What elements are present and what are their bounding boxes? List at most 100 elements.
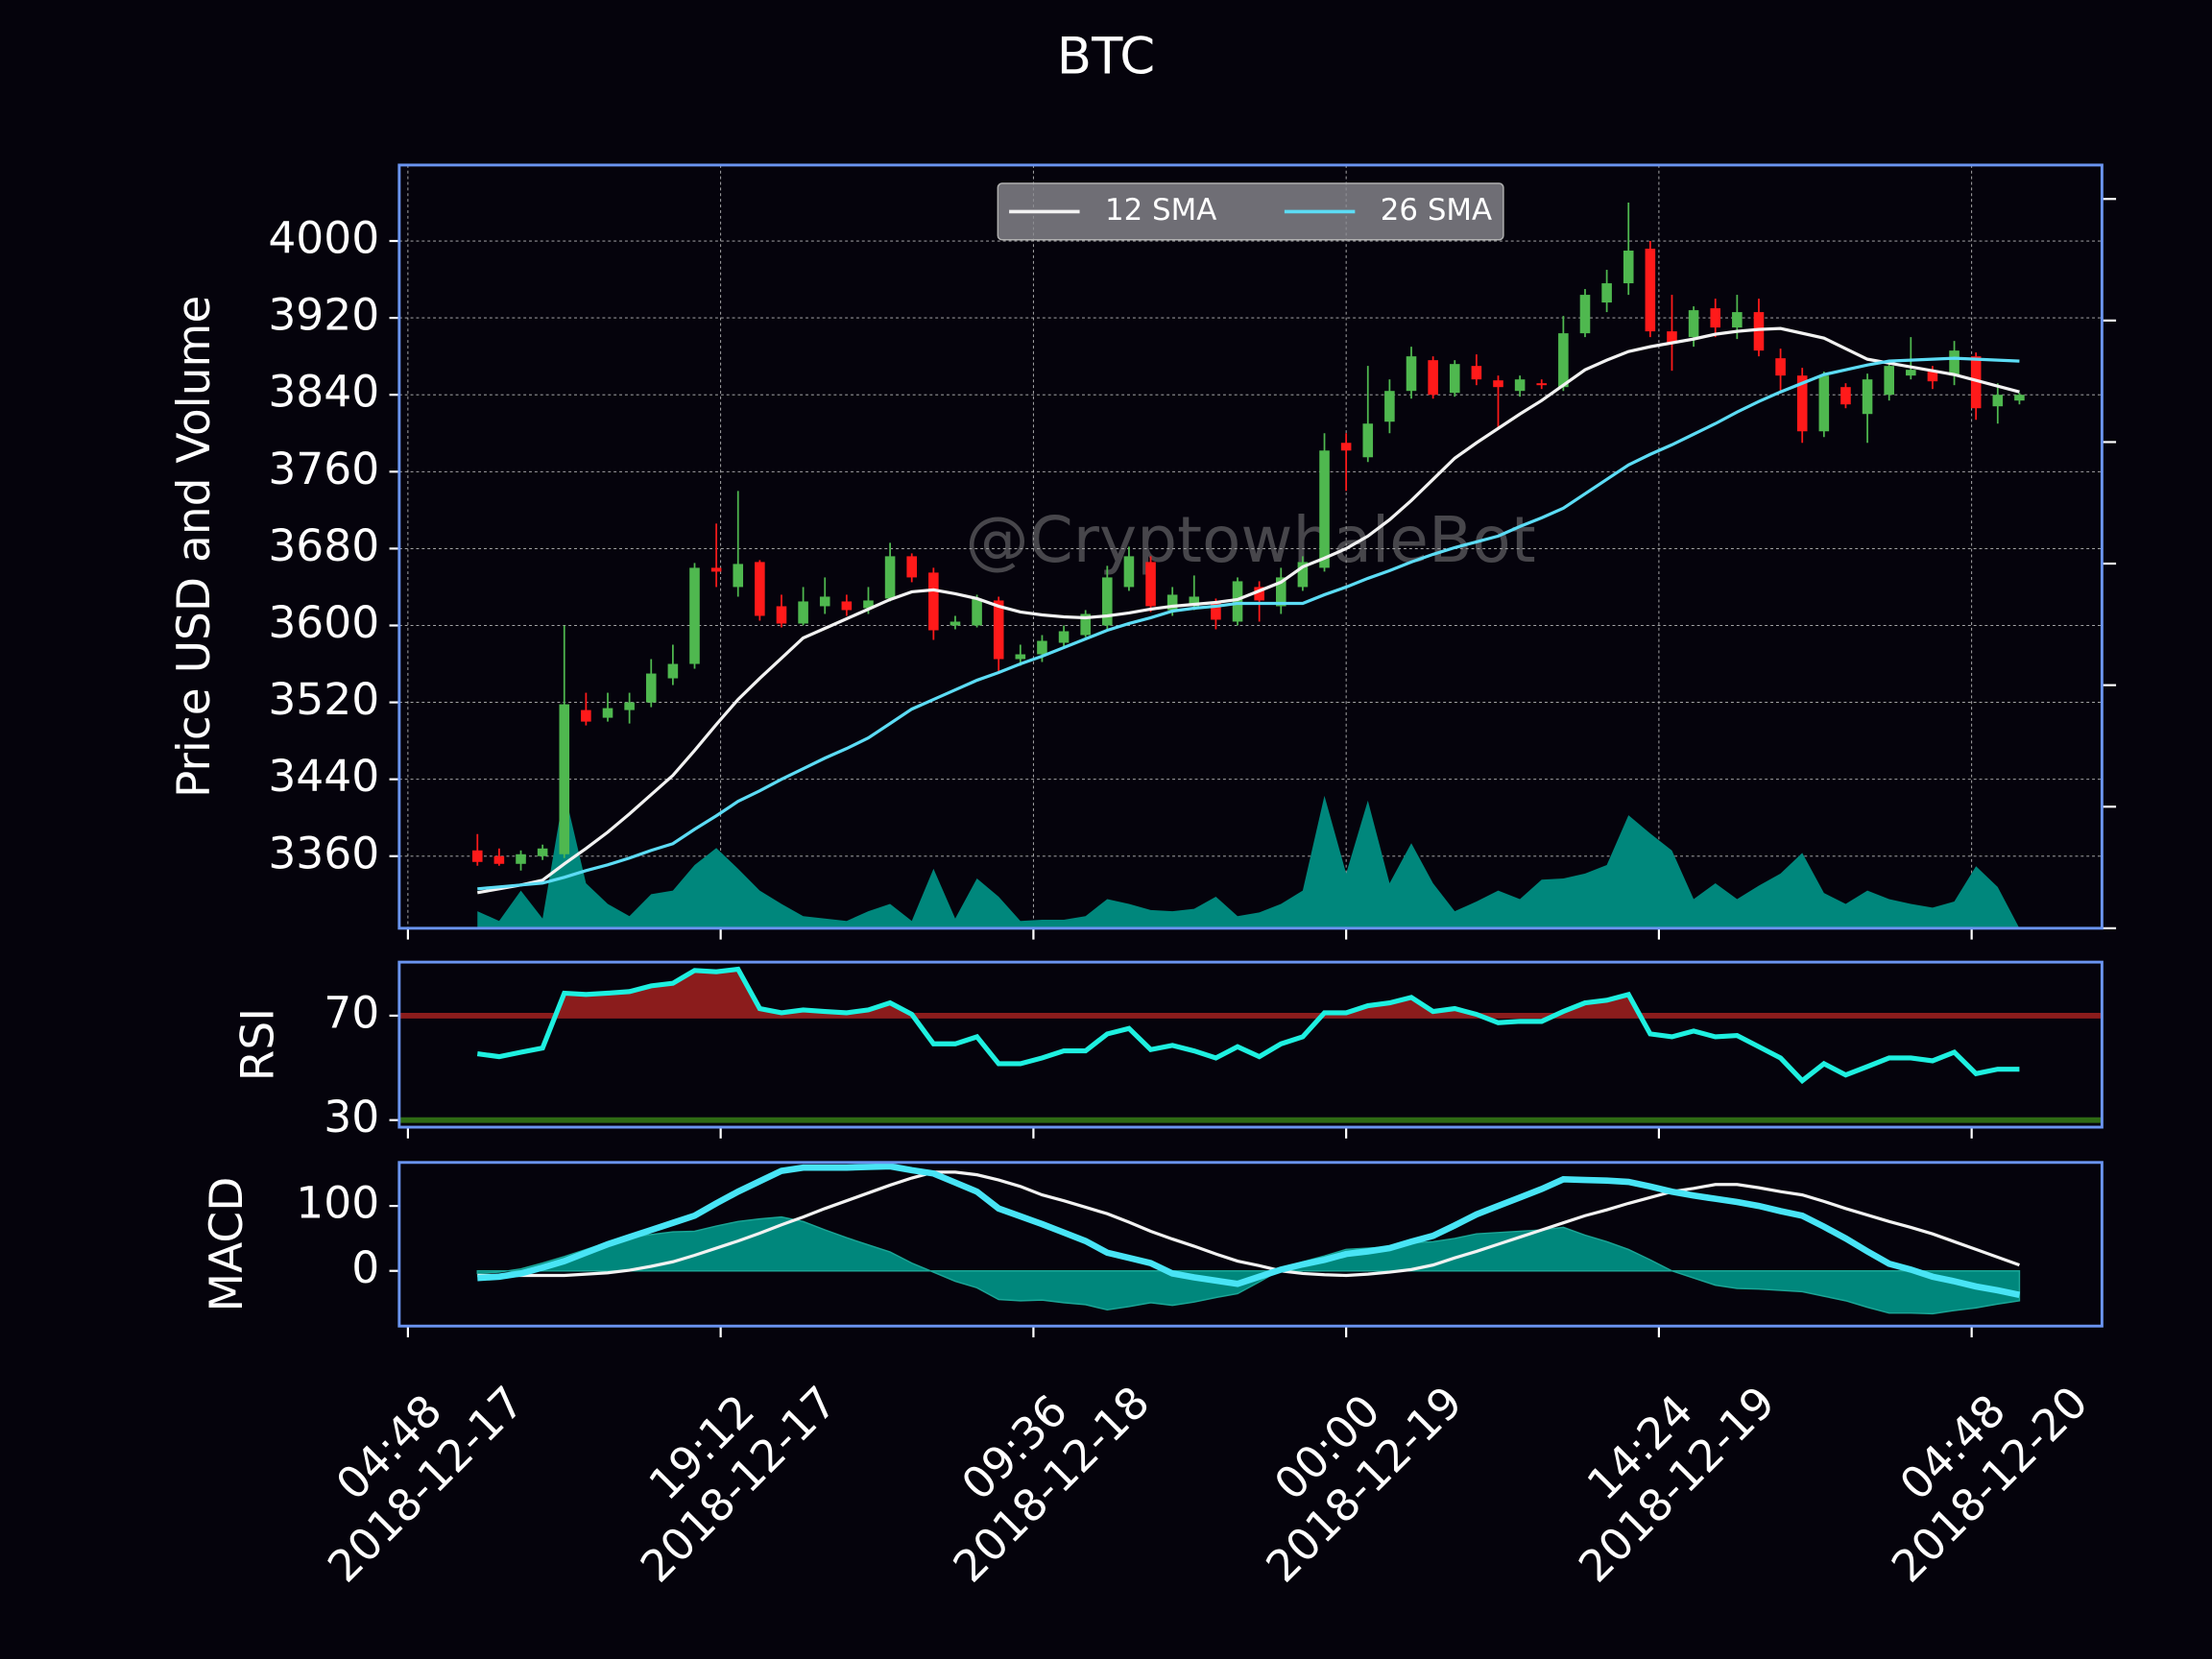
candle-body <box>602 708 613 718</box>
y-tick-label: 3360 <box>268 828 379 878</box>
candle-body <box>1536 383 1548 386</box>
y-tick-label: 3520 <box>268 674 379 725</box>
candle-body <box>1710 308 1721 328</box>
candle-body <box>1232 581 1243 622</box>
level-fill <box>477 969 2020 1016</box>
candle-body <box>516 854 526 864</box>
candle-body <box>645 673 657 703</box>
sma-line <box>476 326 2020 895</box>
histogram-area <box>476 1215 2021 1315</box>
candle-body <box>1449 364 1460 394</box>
y-tick-label: 3840 <box>268 367 379 418</box>
candle-body <box>1667 331 1677 344</box>
candle-body <box>667 663 679 679</box>
candle-body <box>2014 395 2025 401</box>
candle-body <box>819 596 830 607</box>
panel-border <box>397 960 2104 1129</box>
candle-body <box>1428 360 1438 396</box>
candle-body <box>1384 391 1395 422</box>
candle-body <box>1123 556 1135 588</box>
y-axis-label: MACD <box>201 1177 253 1312</box>
candle-body <box>581 709 591 722</box>
candle-body <box>471 850 483 862</box>
macd-line <box>477 1163 2021 1298</box>
candle-body <box>1493 380 1503 388</box>
y-tick-label: 0 <box>351 1242 379 1293</box>
candle-body <box>1818 375 1830 432</box>
candle-body <box>884 556 896 599</box>
candle-body <box>1319 450 1330 568</box>
rsi-line <box>476 966 2020 1085</box>
legend-box <box>997 182 1504 241</box>
panel-border <box>397 1161 2104 1328</box>
candle-body <box>1579 295 1591 334</box>
candle-body <box>972 598 982 626</box>
y-tick-label: 4000 <box>268 213 379 264</box>
chart-title: BTC <box>1057 27 1155 85</box>
legend-label: 12 SMA <box>1105 193 1216 228</box>
y-tick-label: 30 <box>324 1092 379 1142</box>
candle-body <box>1037 640 1047 655</box>
plot-area: @CryptowhaleBot <box>398 164 2103 928</box>
y-tick-label: 100 <box>296 1178 379 1229</box>
y-tick-label: 3920 <box>268 290 379 341</box>
candle-body <box>776 606 787 624</box>
candle-body <box>1796 375 1808 432</box>
candle-body <box>993 600 1004 660</box>
y-tick-label: 3680 <box>268 520 379 571</box>
candle-body <box>537 848 548 856</box>
candle-body <box>1145 562 1156 607</box>
candle-body <box>863 600 874 609</box>
candle-body <box>1471 366 1482 380</box>
candle-body <box>841 601 853 611</box>
candle-body <box>710 567 722 572</box>
candle-body <box>1080 613 1091 636</box>
volume-area <box>477 790 2020 928</box>
candle-body <box>1775 358 1786 376</box>
candle-body <box>1732 312 1743 328</box>
candle-body <box>1406 356 1417 392</box>
candle-body <box>1992 395 2004 407</box>
candle-body <box>1906 370 1916 376</box>
candle-body <box>1275 577 1286 607</box>
candle-body <box>755 562 765 616</box>
candle-body <box>928 572 939 631</box>
candle-body <box>1558 333 1569 388</box>
candle-body <box>1753 312 1765 351</box>
candle-body <box>798 601 808 624</box>
candle-body <box>1166 594 1178 611</box>
candle-body <box>1254 587 1264 601</box>
candle-body <box>559 704 570 854</box>
candle-body <box>1970 356 1982 409</box>
candle-body <box>1058 631 1070 643</box>
candle-body <box>1211 602 1221 620</box>
candle-body <box>624 702 635 710</box>
candle-body <box>1688 310 1699 338</box>
candle-body <box>1297 562 1309 588</box>
plot-area <box>476 1163 2021 1315</box>
candle-body <box>950 621 961 626</box>
candle-body <box>1362 423 1374 458</box>
candle-body <box>1927 372 1938 382</box>
y-axis-label: Price USD and Volume <box>168 296 221 798</box>
panel-border <box>397 163 2104 930</box>
y-axis-label: RSI <box>231 1008 284 1081</box>
candle-body <box>1189 596 1200 607</box>
candle-body <box>1645 249 1656 332</box>
candle-body <box>1840 387 1851 405</box>
legend: 12 SMA 26 SMA <box>997 182 1504 241</box>
signal-line <box>477 1170 2020 1278</box>
y-tick-label: 3600 <box>268 597 379 648</box>
candle-body <box>689 567 700 664</box>
y-tick-label: 3760 <box>268 444 379 494</box>
legend-label: 26 SMA <box>1381 193 1492 228</box>
candle-body <box>1623 251 1634 284</box>
candle-body <box>1340 443 1352 451</box>
candle-body <box>1601 283 1612 303</box>
candle-body <box>906 556 918 578</box>
candle-body <box>1949 350 1960 376</box>
panel-background <box>398 164 2103 928</box>
candle-body <box>1015 654 1026 660</box>
